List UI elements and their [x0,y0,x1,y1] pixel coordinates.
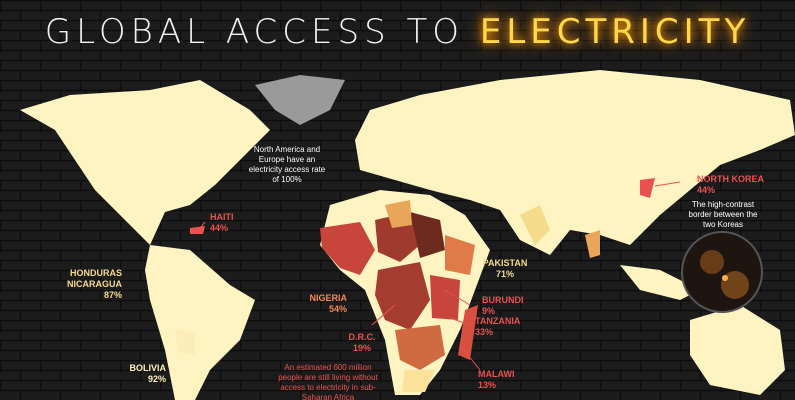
korea-inset [681,231,763,313]
country-label: HONDURAS NICARAGUA 87% [40,268,122,301]
access-rate: 9% [482,306,496,316]
access-rate: 87% [103,290,122,300]
country-label: BURUNDI 9% [482,295,524,317]
country-label: MALAWI 13% [478,369,515,391]
country-name: NORTH KOREA [697,174,764,184]
access-rate: 44% [697,185,716,195]
annotation: North America and Europe have an electri… [248,145,326,184]
haiti-shape [190,226,205,234]
access-rate: 33% [475,327,494,337]
pakistan-shape [520,205,550,245]
country-name: HONDURAS [69,268,122,278]
access-rate: 92% [147,374,166,384]
country-name: HAITI [210,212,234,222]
country-name: MALAWI [478,369,515,379]
access-rate: 13% [478,380,497,390]
annotation: An estimated 600 million people are stil… [278,363,378,400]
north-korea-shape [640,178,655,198]
country-name: D.R.C. [348,332,376,342]
country-name: PAKISTAN [482,258,528,268]
country-label: BOLIVIA 92% [110,363,166,385]
country-name: BOLIVIA [129,363,166,373]
country-label: D.R.C. 19% [338,332,386,354]
country-name: NICARAGUA [67,279,122,289]
access-rate: 44% [210,223,229,233]
country-name: BURUNDI [482,295,524,305]
country-name: NIGERIA [309,293,347,303]
country-label: NORTH KOREA 44% [697,174,764,196]
bolivia-shape [175,330,195,355]
access-rate: 54% [328,304,347,314]
country-label: NIGERIA 54% [290,293,347,315]
country-label: HAITI 44% [210,212,234,234]
country-name: TANZANIA [475,316,521,326]
greenland [255,75,345,125]
title-highlight: ELECTRICITY [479,12,751,52]
leader-lines [199,181,681,371]
access-rate: 19% [352,343,371,353]
title: GLOBAL ACCESS TO ELECTRICITY [0,12,795,52]
myanmar-shape [585,230,600,258]
annotation: The high-contrast border between the two… [688,200,758,229]
africa-access [320,200,478,392]
country-label: PAKISTAN 71% [475,258,535,280]
title-prefix: GLOBAL ACCESS TO [44,12,465,52]
access-rate: 71% [495,269,514,279]
country-label: TANZANIA 33% [475,316,520,338]
